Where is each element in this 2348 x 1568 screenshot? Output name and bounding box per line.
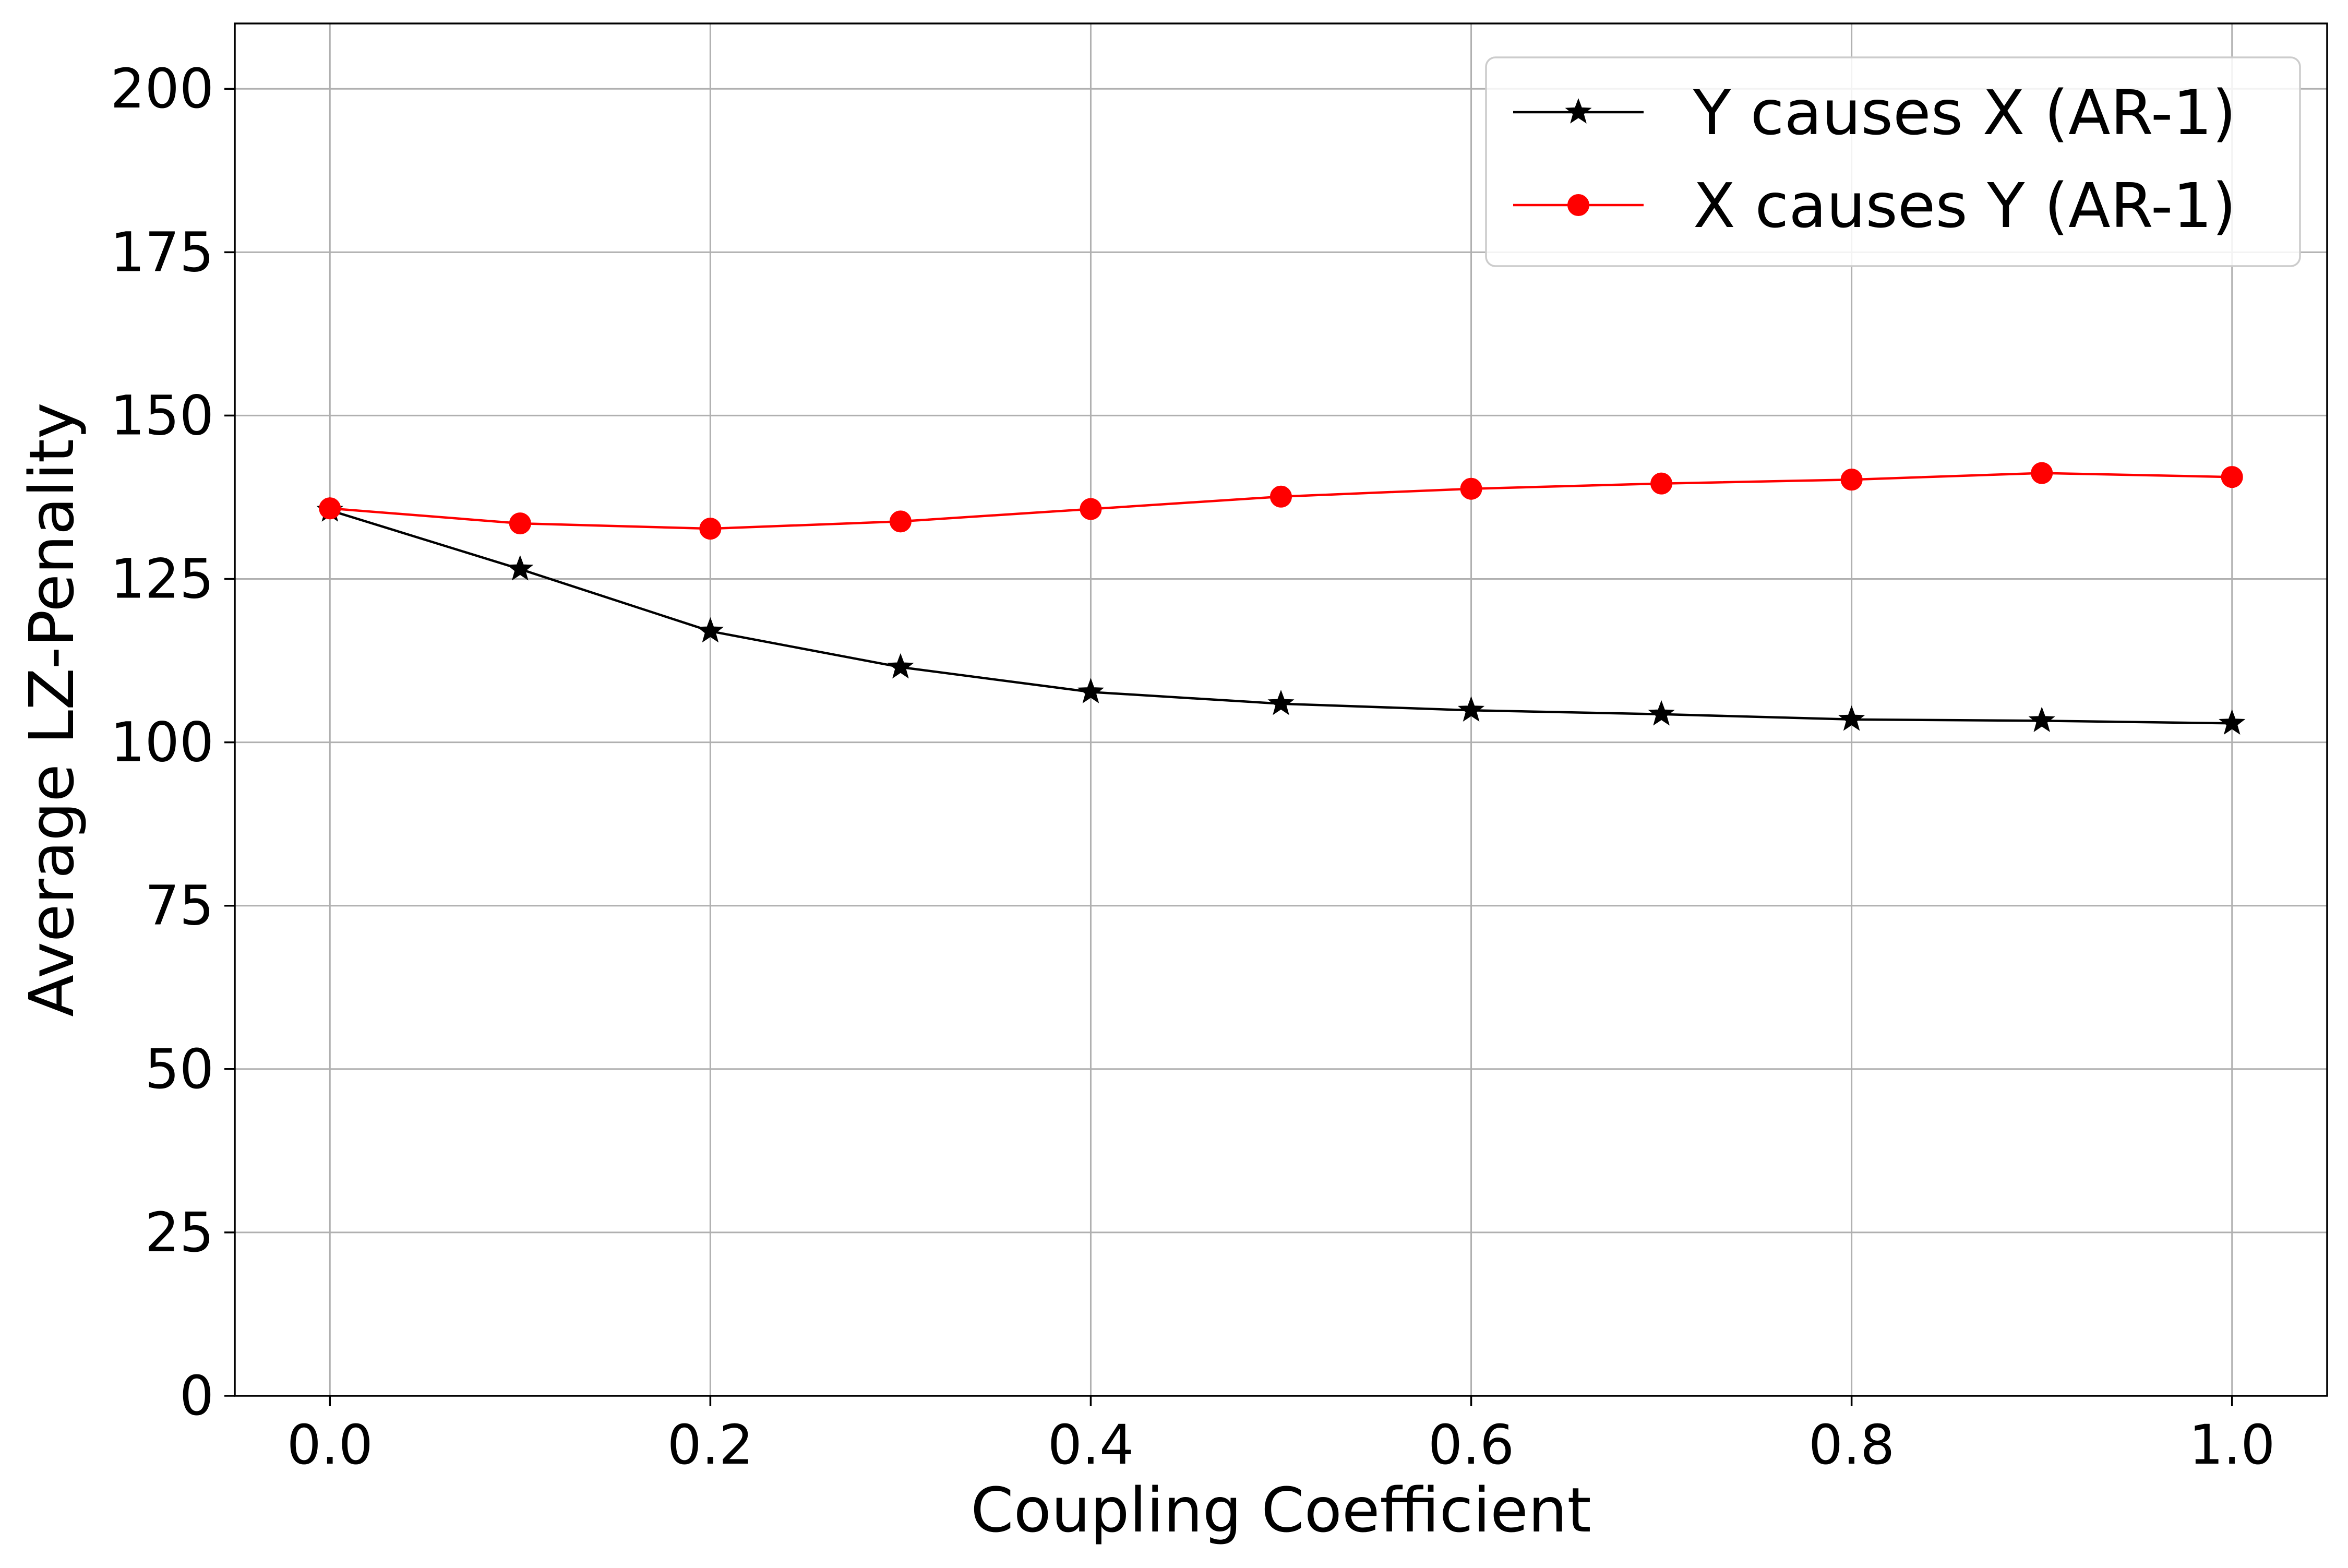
y-tick-label: 100 — [110, 711, 214, 774]
axis-ticks: 0.0 0.2 0.4 0.6 0.8 1.0 0 25 50 75 100 125 150 175 200 — [110, 57, 2275, 1477]
x-tick-label: 0.0 — [287, 1413, 373, 1477]
y-axis-title: Average LZ-Penality — [16, 402, 88, 1016]
series-2 — [319, 462, 2243, 540]
y-tick-label: 25 — [145, 1201, 214, 1264]
star-marker — [887, 653, 914, 679]
legend-label: X causes Y (AR-1) — [1693, 170, 2236, 242]
circle-marker — [1650, 472, 1673, 495]
legend-box — [1485, 56, 2301, 267]
x-tick-label: 0.2 — [667, 1413, 753, 1477]
y-tick-label: 75 — [145, 874, 214, 938]
y-tick-label: 0 — [179, 1364, 214, 1428]
star-marker — [1077, 678, 1105, 703]
legend-label: Y causes X (AR-1) — [1693, 77, 2236, 149]
x-tick-label: 1.0 — [2189, 1413, 2275, 1477]
x-tick-label: 0.8 — [1808, 1413, 1895, 1477]
star-marker — [2028, 707, 2055, 733]
series-layer — [316, 462, 2246, 735]
star-marker — [507, 555, 534, 581]
circle-marker — [699, 518, 722, 540]
legend: Y causes X (AR-1) X causes Y (AR-1) — [1485, 56, 2301, 267]
series-1 — [316, 496, 2246, 735]
star-marker — [1267, 689, 1295, 715]
x-tick-label: 0.4 — [1048, 1413, 1134, 1477]
circle-marker — [509, 512, 531, 535]
star-marker — [1457, 696, 1485, 722]
star-marker — [1838, 705, 1865, 731]
star-marker — [2219, 709, 2246, 735]
y-tick-label: 150 — [110, 384, 214, 447]
circle-marker — [319, 497, 341, 520]
x-tick-label: 0.6 — [1428, 1413, 1514, 1477]
legend-marker — [1565, 98, 1592, 124]
circle-marker — [2031, 462, 2053, 484]
y-tick-label: 50 — [145, 1037, 214, 1101]
grid-lines — [235, 23, 2327, 1397]
circle-marker — [1460, 477, 1482, 500]
star-marker — [697, 617, 724, 643]
x-axis-title: Coupling Coefficient — [971, 1474, 1591, 1546]
star-marker — [1648, 700, 1675, 726]
y-tick-label: 175 — [110, 220, 214, 284]
circle-marker — [2221, 466, 2243, 488]
legend-marker — [1567, 194, 1589, 216]
circle-marker — [889, 510, 912, 533]
circle-marker — [1270, 485, 1292, 508]
circle-marker — [1080, 498, 1102, 520]
y-tick-label: 125 — [110, 547, 214, 611]
plot-frame — [234, 22, 2328, 1397]
circle-marker — [1840, 469, 1863, 491]
y-tick-label: 200 — [110, 57, 214, 121]
